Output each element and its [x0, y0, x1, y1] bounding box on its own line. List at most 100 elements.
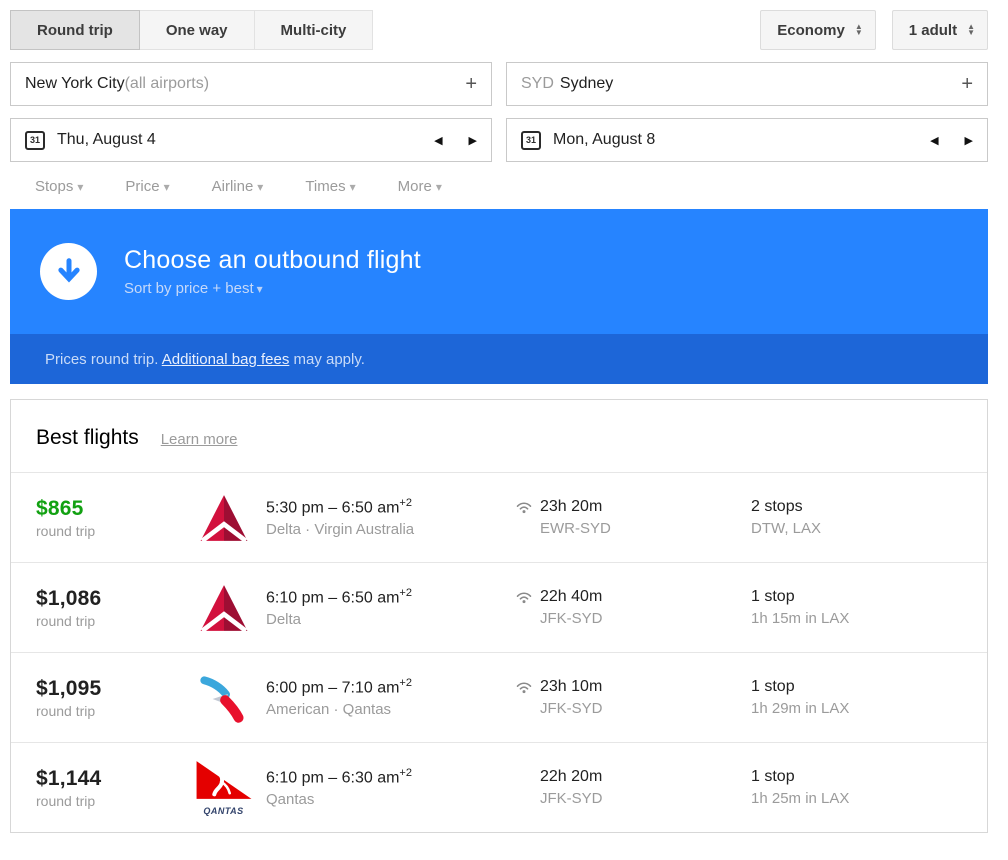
price-column: $1,144 round trip: [11, 767, 181, 809]
return-date-input[interactable]: 31 Mon, August 8 ◀ ▶: [506, 118, 988, 162]
next-day-icon[interactable]: ▶: [964, 134, 973, 147]
calendar-icon: 31: [25, 130, 45, 150]
wifi-icon: [516, 501, 532, 514]
delta-logo-icon: [181, 582, 266, 634]
flight-route: EWR-SYD: [540, 520, 611, 537]
add-origin-icon[interactable]: +: [465, 72, 477, 95]
passenger-count-select[interactable]: 1 adult ▲ ▼: [891, 10, 988, 50]
learn-more-link[interactable]: Learn more: [160, 431, 238, 448]
duration-column: 22h 20m JFK-SYD: [516, 768, 751, 807]
filter-airline[interactable]: Airline ▾: [211, 178, 264, 195]
date-fields: 31 Thu, August 4 ◀ ▶ 31 Mon, August 8 ◀ …: [10, 118, 988, 162]
stops-detail: 1h 15m in LAX: [751, 610, 850, 627]
origin-suffix: (all airports): [124, 75, 210, 92]
flight-price: $1,086: [36, 586, 102, 610]
stepper-arrows-icon: ▲ ▼: [854, 22, 863, 37]
results-card: Best flights Learn more $865 round trip …: [10, 399, 988, 833]
depart-date-value: Thu, August 4: [57, 131, 156, 148]
flight-price: $865: [36, 496, 84, 520]
tab-one-way[interactable]: One way: [138, 10, 255, 50]
notice-prefix: Prices round trip.: [45, 350, 162, 368]
flight-times: 6:00 pm – 7:10 am: [266, 679, 400, 697]
results-title: Best flights: [36, 426, 139, 449]
duration-column: 23h 10m JFK-SYD: [516, 678, 751, 717]
destination-city: Sydney: [559, 75, 614, 92]
bag-fees-link[interactable]: Additional bag fees: [161, 350, 290, 368]
prev-day-icon[interactable]: ◀: [930, 134, 939, 147]
flight-times: 6:10 pm – 6:50 am: [266, 589, 400, 607]
add-destination-icon[interactable]: +: [961, 72, 973, 95]
price-column: $865 round trip: [11, 497, 181, 539]
duration-column: 22h 40m JFK-SYD: [516, 588, 751, 627]
results-header: Best flights Learn more: [11, 400, 987, 472]
caret-down-icon: ▾: [163, 180, 170, 194]
airlines-label: Delta: [266, 611, 302, 629]
plus-days: +2: [399, 496, 412, 509]
stops-detail: 1h 25m in LAX: [751, 790, 850, 807]
plus-days: +2: [399, 766, 412, 779]
cabin-class-select[interactable]: Economy ▲ ▼: [760, 10, 876, 50]
flight-route: JFK-SYD: [540, 700, 603, 717]
stops-count: 2 stops: [751, 498, 803, 515]
qantas-logo-text: QANTAS: [203, 805, 244, 816]
filter-stops[interactable]: Stops ▾: [35, 178, 84, 195]
stops-detail: DTW, LAX: [751, 520, 822, 537]
price-note: round trip: [36, 792, 96, 809]
filter-bar: Stops ▾ Price ▾ Airline ▾ Times ▾ More ▾: [35, 178, 988, 195]
filter-price[interactable]: Price ▾: [125, 178, 170, 195]
stops-column: 1 stop 1h 29m in LAX: [751, 678, 987, 717]
depart-date-input[interactable]: 31 Thu, August 4 ◀ ▶: [10, 118, 492, 162]
price-column: $1,095 round trip: [11, 677, 181, 719]
filter-more[interactable]: More ▾: [397, 178, 442, 195]
destination-input[interactable]: SYD Sydney +: [506, 62, 988, 106]
prev-day-icon[interactable]: ◀: [434, 134, 443, 147]
wifi-icon: [516, 681, 532, 694]
tab-multi-city[interactable]: Multi-city: [253, 10, 374, 50]
notice-suffix: may apply.: [289, 350, 365, 368]
wifi-icon: [516, 591, 532, 604]
airlines-label: Qantas: [266, 791, 315, 809]
price-notice: Prices round trip. Additional bag fees m…: [10, 334, 988, 384]
stops-count: 1 stop: [751, 588, 795, 605]
time-column: 6:10 pm – 6:50 am+2 Delta: [266, 587, 516, 628]
return-date-nav: ◀ ▶: [930, 134, 973, 147]
next-day-icon[interactable]: ▶: [468, 134, 477, 147]
flight-price: $1,144: [36, 766, 102, 790]
top-controls: Round trip One way Multi-city Economy ▲ ▼…: [10, 10, 988, 50]
price-note: round trip: [36, 522, 96, 539]
stops-column: 1 stop 1h 15m in LAX: [751, 588, 987, 627]
cabin-class-value: Economy: [777, 21, 845, 39]
filter-times[interactable]: Times ▾: [305, 178, 356, 195]
banner-title: Choose an outbound flight: [124, 246, 421, 274]
plus-days: +2: [399, 676, 412, 689]
flight-times: 5:30 pm – 6:50 am: [266, 499, 400, 517]
caret-down-icon: ▾: [435, 180, 442, 194]
price-note: round trip: [36, 612, 96, 629]
flight-duration: 23h 20m: [540, 498, 603, 515]
flight-result-row[interactable]: $865 round trip 5:30 pm – 6:50 am+2 Delt…: [11, 472, 987, 562]
origin-input[interactable]: New York City (all airports) +: [10, 62, 492, 106]
caret-down-icon: ▾: [257, 180, 264, 194]
delta-logo-icon: [181, 492, 266, 544]
flight-times: 6:10 pm – 6:30 am: [266, 769, 400, 787]
tab-round-trip[interactable]: Round trip: [10, 10, 140, 50]
flight-duration: 22h 40m: [540, 588, 603, 605]
sort-selector[interactable]: Sort by price + best ▾: [124, 280, 263, 297]
flight-search-page: Round trip One way Multi-city Economy ▲ ▼…: [10, 10, 988, 833]
stops-detail: 1h 29m in LAX: [751, 700, 850, 717]
stops-count: 1 stop: [751, 678, 795, 695]
outbound-banner: Choose an outbound flight Sort by price …: [10, 209, 988, 384]
depart-date-nav: ◀ ▶: [434, 134, 477, 147]
flight-result-row[interactable]: $1,086 round trip 6:10 pm – 6:50 am+2 De…: [11, 562, 987, 652]
destination-code: SYD: [521, 75, 554, 92]
flight-route: JFK-SYD: [540, 610, 603, 627]
flight-duration: 22h 20m: [540, 768, 603, 785]
flight-result-row[interactable]: $1,144 round trip QANTAS 6:10 pm – 6:30 …: [11, 742, 987, 832]
stops-count: 1 stop: [751, 768, 795, 785]
duration-column: 23h 20m EWR-SYD: [516, 498, 751, 537]
down-arrow-icon: [40, 243, 97, 300]
airlines-label: Delta · Virgin Australia: [266, 521, 415, 539]
flight-route: JFK-SYD: [540, 790, 603, 807]
qantas-logo-icon: QANTAS: [181, 760, 266, 816]
flight-result-row[interactable]: $1,095 round trip 6:00 pm – 7:10 am+2 Am…: [11, 652, 987, 742]
